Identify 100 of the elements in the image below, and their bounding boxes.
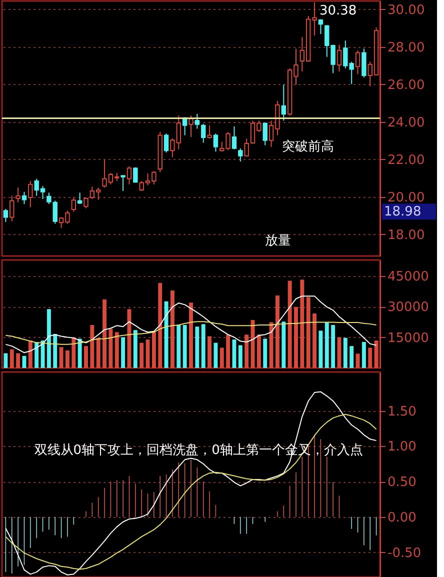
- line-series: [5, 321, 377, 345]
- candlestick: [120, 175, 126, 192]
- bar: [152, 332, 156, 368]
- bar: [282, 322, 286, 368]
- y-tick-label: 1.00: [388, 440, 416, 455]
- bar: [195, 326, 200, 368]
- line-series: [5, 391, 377, 576]
- candlestick: [10, 195, 14, 222]
- bar: [275, 295, 280, 368]
- y-tick-label: 30.00: [388, 2, 425, 18]
- bar: [114, 332, 119, 368]
- candlestick: [194, 113, 200, 130]
- bar: [238, 345, 242, 368]
- y-tick-label: 22.00: [388, 152, 425, 168]
- candlestick: [133, 166, 138, 183]
- bar: [269, 322, 274, 368]
- candlestick: [362, 48, 366, 78]
- text: 18.98: [384, 204, 422, 220]
- candlestick: [201, 123, 206, 144]
- bar: [10, 349, 14, 368]
- bar: [65, 350, 70, 368]
- bar: [374, 340, 378, 368]
- y-tick-label: -0.50: [388, 546, 422, 561]
- bar: [96, 338, 100, 368]
- candlestick: [16, 187, 20, 203]
- annotation: 30.38: [319, 3, 357, 18]
- bar: [208, 336, 212, 368]
- bar: [90, 324, 94, 368]
- bar: [201, 324, 206, 368]
- y-tick-label: 0.00: [388, 510, 416, 526]
- bar: [102, 299, 107, 368]
- candlestick: [22, 191, 27, 205]
- bar: [108, 328, 113, 368]
- bar: [140, 342, 144, 368]
- bar: [256, 334, 261, 368]
- bar: [158, 282, 162, 368]
- bar: [53, 334, 58, 368]
- line-series: [5, 414, 377, 570]
- y-tick-label: 15000: [388, 330, 429, 346]
- bar: [16, 353, 20, 368]
- bar: [294, 306, 298, 368]
- y-tick-label: 30000: [388, 300, 429, 316]
- bar: [214, 342, 218, 368]
- bar: [78, 338, 82, 368]
- bar: [84, 346, 88, 368]
- bar: [350, 346, 354, 368]
- bar: [28, 340, 32, 368]
- bar: [343, 338, 348, 368]
- candlestick: [207, 124, 212, 139]
- bar: [182, 324, 187, 368]
- bar: [133, 330, 138, 368]
- candlestick: [126, 166, 132, 185]
- bar: [288, 280, 292, 368]
- bar: [300, 280, 304, 368]
- bar: [59, 347, 64, 368]
- candlestick: [232, 126, 237, 150]
- y-tick-label: 0.50: [388, 475, 416, 490]
- candlestick: [238, 148, 243, 162]
- bar: [72, 338, 76, 368]
- bar: [46, 309, 51, 368]
- bar: [220, 348, 224, 368]
- y-tick-label: 26.00: [388, 78, 425, 93]
- candlestick: [84, 197, 88, 209]
- candlestick: [318, 18, 324, 34]
- bar: [4, 353, 8, 368]
- bar: [324, 322, 329, 368]
- y-tick-label: 24.00: [388, 115, 425, 130]
- y-tick-label: 18.00: [388, 228, 425, 243]
- bar: [34, 342, 39, 368]
- candlestick: [28, 180, 33, 208]
- candlestick: [213, 133, 218, 152]
- bar: [362, 342, 366, 368]
- y-tick-label: 20.00: [388, 190, 425, 206]
- y-tick-label: 28.00: [388, 40, 425, 56]
- annotation: 突破前高: [282, 138, 334, 154]
- candlestick: [281, 84, 286, 122]
- bar: [263, 338, 268, 368]
- bar: [226, 334, 230, 368]
- candlestick: [262, 122, 268, 146]
- bar: [331, 324, 336, 368]
- bar: [244, 334, 249, 368]
- candlestick: [355, 50, 360, 75]
- annotation: 放量: [264, 234, 291, 249]
- candlestick: [188, 115, 194, 138]
- candlestick: [71, 197, 76, 212]
- bar: [368, 348, 372, 368]
- bar: [312, 313, 317, 368]
- line-series: [5, 296, 377, 354]
- candlestick: [164, 133, 169, 153]
- bar: [318, 330, 323, 368]
- y-tick-label: 45000: [388, 269, 429, 284]
- bar: [189, 302, 193, 368]
- bar: [170, 290, 174, 368]
- candlestick: [77, 192, 82, 205]
- bar: [121, 337, 126, 368]
- bar: [164, 301, 168, 368]
- candlestick: [3, 208, 8, 223]
- candlestick: [336, 44, 342, 72]
- y-tick-label: 1.50: [388, 404, 416, 420]
- bar: [306, 297, 310, 368]
